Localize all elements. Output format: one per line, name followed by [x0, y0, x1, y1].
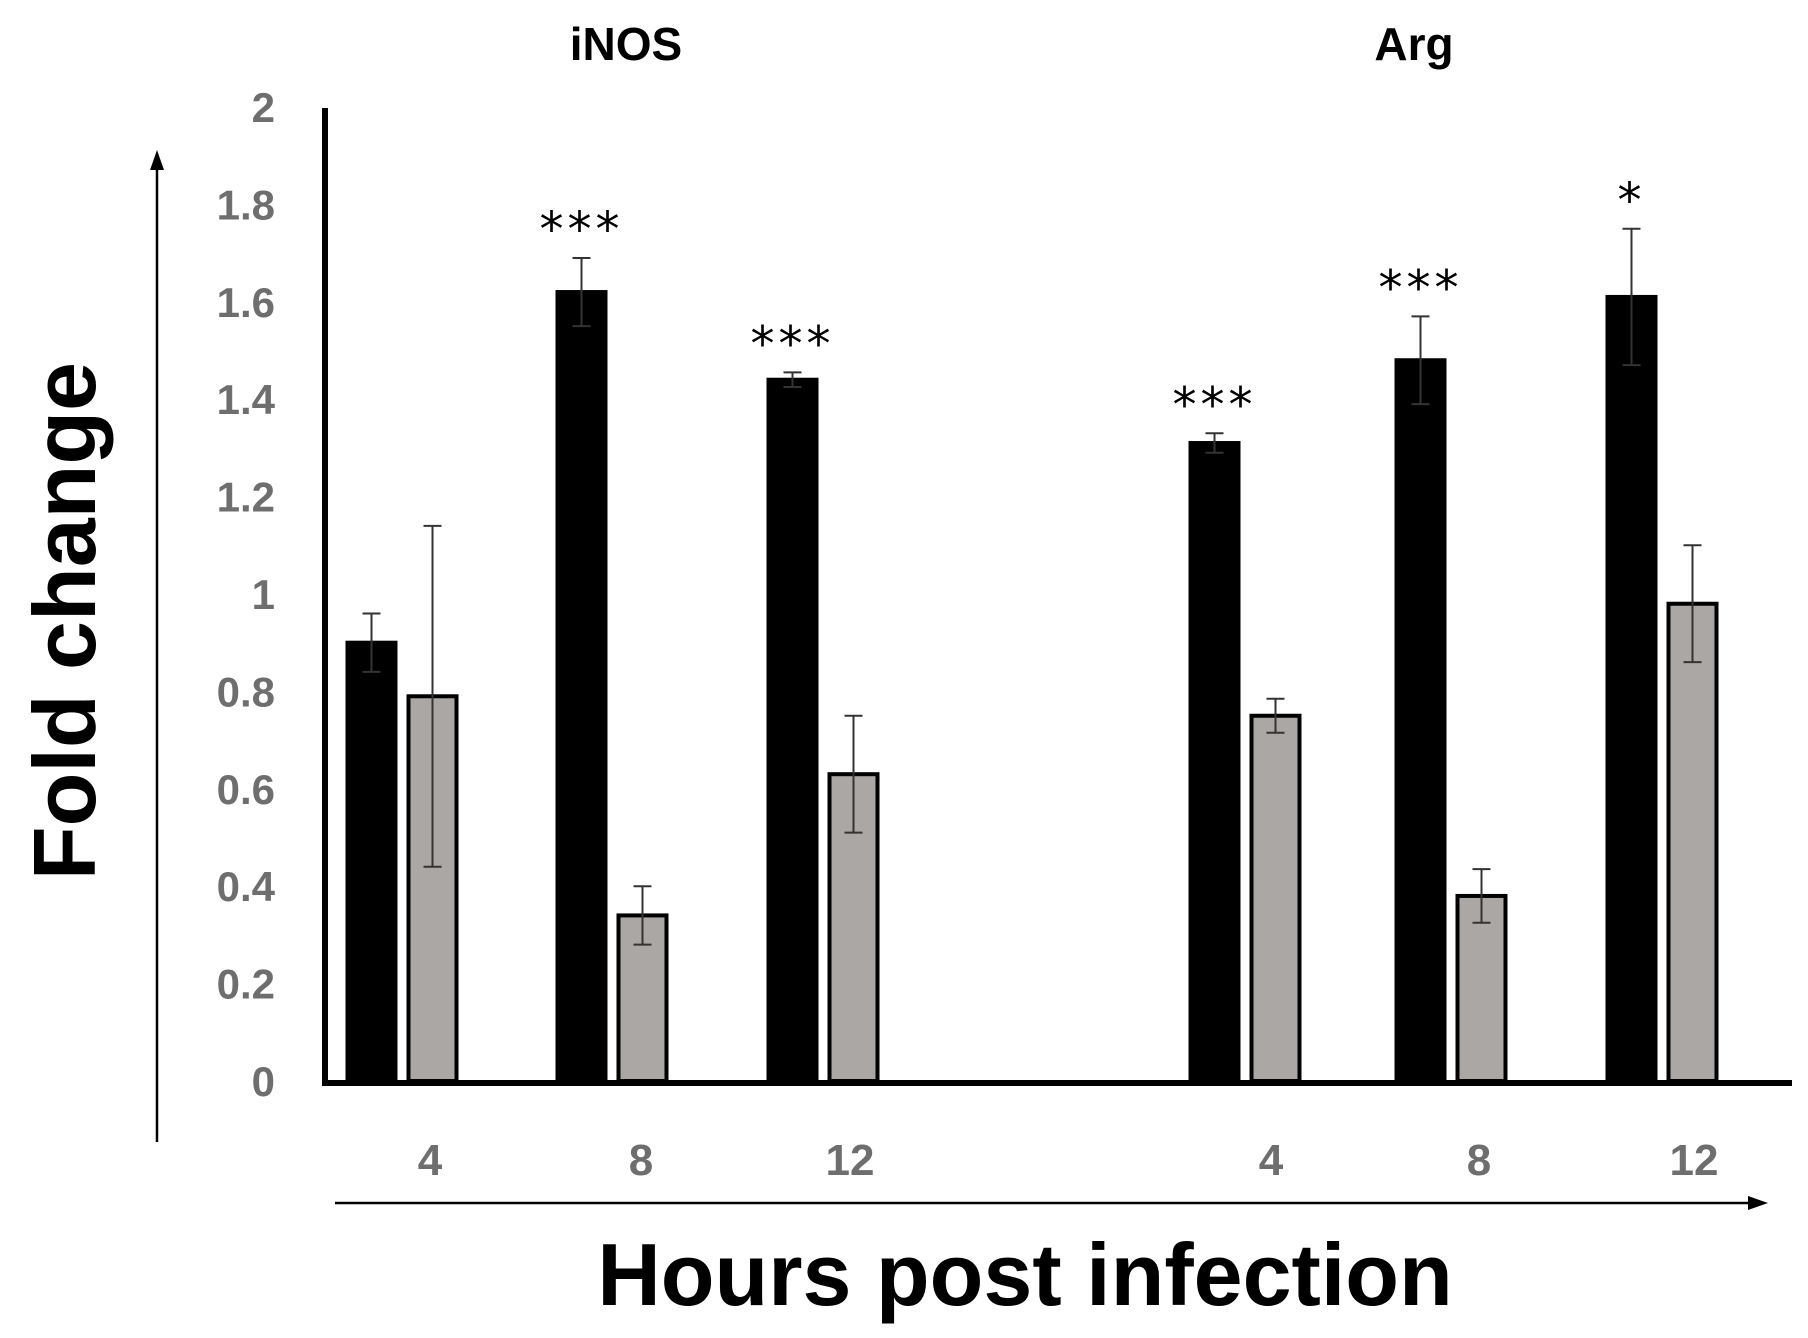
error-bar	[1411, 315, 1430, 406]
error-bar	[1622, 227, 1641, 367]
group-title: Arg	[1374, 18, 1453, 70]
error-bar	[783, 371, 802, 389]
chart-marks	[345, 227, 1719, 1084]
x-arrow	[335, 1196, 1768, 1210]
x-tick-label: 8	[629, 1136, 653, 1185]
bar	[1249, 713, 1302, 1083]
y-tick-label: 1.6	[217, 279, 275, 326]
significance-label: ***	[751, 316, 835, 372]
group-title: iNOS	[570, 18, 682, 70]
bar	[1605, 294, 1658, 1083]
significance-label: ***	[1379, 260, 1463, 316]
y-tick-label: 0	[252, 1058, 275, 1105]
error-bar	[1205, 432, 1224, 454]
bar	[555, 290, 608, 1083]
bar	[1666, 601, 1719, 1083]
chart-axes	[150, 108, 1792, 1210]
error-bar	[362, 612, 381, 673]
x-tick-label: 12	[826, 1136, 875, 1185]
significance-label: ***	[540, 202, 624, 258]
y-tick-label: 1	[252, 571, 275, 618]
y-tick-label: 1.8	[217, 181, 275, 228]
bar	[1188, 441, 1241, 1083]
chart-labels: Hours post infection Fold change 0 0.2 0.4…	[15, 18, 1718, 1324]
x-tick-label: 4	[418, 1136, 443, 1185]
bar	[1455, 893, 1508, 1083]
bar	[345, 640, 398, 1083]
y-tick-label: 2	[252, 84, 275, 131]
y-tick-label: 0.2	[217, 961, 275, 1008]
error-bar	[423, 524, 442, 868]
significance-label: *	[1618, 173, 1646, 229]
error-bar	[572, 256, 591, 328]
error-bar	[1266, 697, 1285, 734]
significance-label: ***	[1173, 377, 1257, 433]
y-axis-label: Fold change	[15, 362, 114, 880]
y-tick-label: 0.8	[217, 668, 275, 715]
x-tick-label: 8	[1467, 1136, 1491, 1185]
y-tick-label: 1.4	[217, 376, 276, 423]
bar	[1394, 358, 1447, 1083]
y-tick-label: 0.6	[217, 766, 275, 813]
x-tick-label: 4	[1259, 1136, 1284, 1185]
error-bar	[1683, 544, 1702, 664]
error-bar	[844, 714, 863, 834]
x-tick-label: 12	[1670, 1136, 1719, 1185]
bar	[766, 377, 819, 1084]
error-bar	[633, 885, 652, 946]
error-bar	[1472, 868, 1491, 924]
y-arrow	[150, 150, 164, 1142]
x-axis-label: Hours post infection	[597, 1225, 1453, 1324]
y-tick-label: 1.2	[217, 474, 275, 521]
y-tick-label: 0.4	[217, 863, 276, 910]
